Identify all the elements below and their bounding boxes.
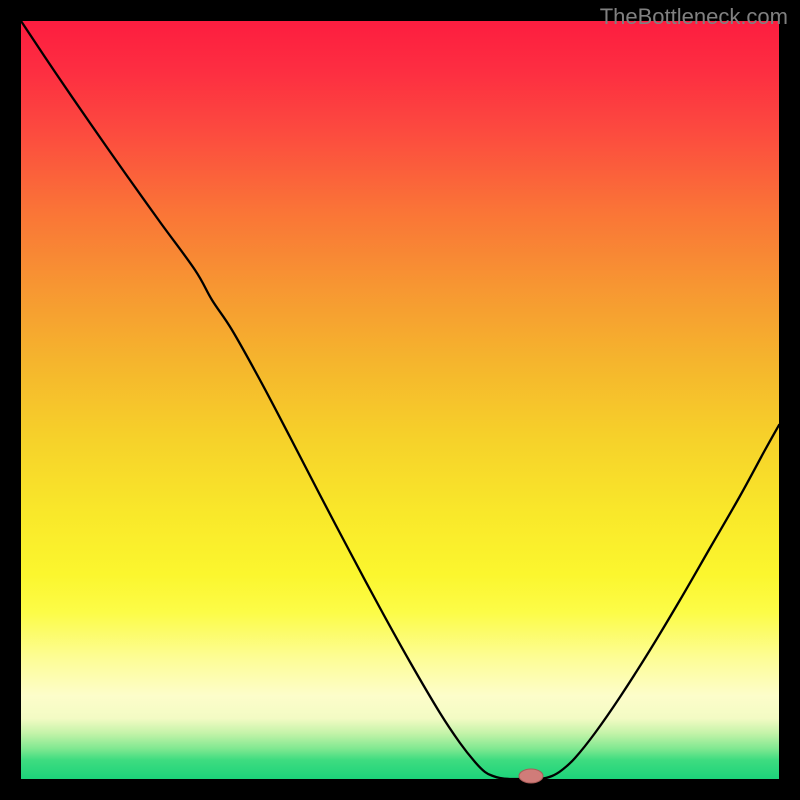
watermark-text: TheBottleneck.com xyxy=(600,4,788,30)
bottleneck-chart xyxy=(0,0,800,800)
optimal-marker xyxy=(519,769,543,783)
chart-container: TheBottleneck.com xyxy=(0,0,800,800)
